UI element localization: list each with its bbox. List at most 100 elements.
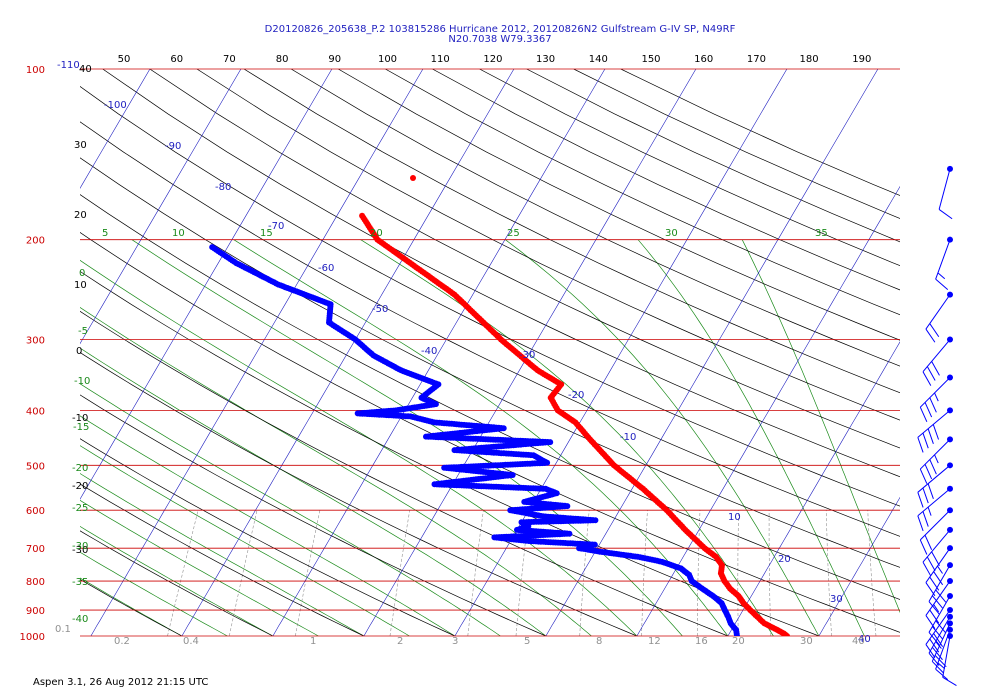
wind-barb-feather — [922, 432, 929, 449]
wind-barb — [928, 613, 953, 666]
dry-adiabat-label: 20 — [74, 210, 87, 221]
dry-adiabat-line — [80, 483, 365, 636]
wind-barb-feather — [931, 626, 943, 640]
isotherm-line — [910, 69, 1000, 636]
wind-barb — [938, 165, 953, 220]
dry-adiabat-line — [80, 121, 900, 537]
wind-barb-feather — [917, 515, 924, 532]
isotherm-label: -10 — [620, 432, 636, 443]
moist-adiabat-label: -5 — [78, 326, 88, 337]
top-axis-tick-label: 50 — [118, 54, 131, 65]
mixing-ratio-label: 0.1 — [55, 624, 71, 635]
wind-barb-feather — [925, 328, 936, 343]
wind-barb-feather — [935, 589, 947, 603]
wind-barb-feather — [925, 582, 936, 597]
mixing-ratio-label: 1 — [310, 636, 316, 647]
moist-adiabat-label: 25 — [507, 228, 520, 239]
wind-barb — [928, 562, 953, 615]
moist-adiabat-label: -25 — [72, 503, 88, 514]
wind-barb-feather — [935, 278, 949, 290]
moist-adiabat-label: -15 — [73, 422, 89, 433]
moist-adiabat-label: 30 — [665, 228, 678, 239]
wind-barb — [917, 407, 953, 453]
wind-barb-shaft — [917, 488, 951, 517]
wind-barb — [922, 336, 953, 386]
dry-adiabat-line — [80, 310, 729, 636]
dry-adiabat-line — [290, 69, 900, 367]
top-axis-tick-label: 170 — [747, 54, 766, 65]
wind-barb-feather — [938, 209, 953, 220]
moist-adiabat-line — [80, 525, 274, 636]
wind-barb-shaft — [928, 595, 951, 633]
dry-adiabat-line — [80, 530, 274, 636]
wind-barb-feather — [933, 571, 944, 586]
wind-barb-feather — [917, 492, 924, 508]
dry-adiabat-line — [385, 69, 900, 316]
mixing-ratio-label: 20 — [732, 636, 745, 647]
dry-adiabat-line — [80, 194, 900, 600]
wind-barb-shaft — [942, 635, 951, 678]
wind-barb-feather — [931, 361, 940, 376]
wind-barb-shaft — [919, 439, 951, 470]
wind-barb-feather — [924, 534, 933, 550]
isotherm-line — [636, 185, 900, 636]
dry-adiabat-line — [338, 69, 900, 341]
chart-title-line1: D20120826_205638_P.2 103815286 Hurricane… — [264, 24, 736, 35]
wind-barb — [931, 620, 953, 674]
mixing-ratio-label: 12 — [648, 636, 661, 647]
top-axis-tick-label: 160 — [694, 54, 713, 65]
moist-adiabat-label: 0 — [79, 268, 85, 279]
mixing-ratio-line — [867, 510, 877, 636]
isobar-label: 700 — [26, 544, 45, 555]
moist-adiabat-line — [360, 239, 774, 636]
mixing-ratio-line — [579, 510, 590, 636]
moist-adiabat-label: -20 — [72, 463, 88, 474]
dry-adiabat-line — [149, 69, 900, 449]
dry-adiabat-line — [243, 69, 900, 394]
moist-adiabat-label: -30 — [72, 541, 88, 552]
wind-barb — [925, 545, 953, 597]
wind-barb-feather — [934, 654, 947, 668]
mixing-ratio-label: 40 — [852, 636, 865, 647]
isobar-label: 400 — [26, 406, 45, 417]
wind-barb-feather — [931, 595, 943, 609]
wind-barb — [919, 436, 953, 484]
temperature-trace — [359, 175, 790, 636]
wind-barb-feather — [929, 609, 940, 624]
wind-barbs — [917, 165, 957, 686]
wind-barb-shaft — [919, 509, 951, 541]
wind-barb-feather — [922, 487, 929, 504]
isotherm-line — [181, 69, 515, 636]
wind-barb-feather — [931, 647, 943, 661]
wind-barb-shaft — [917, 464, 951, 493]
moist-adiabat-label: 10 — [172, 228, 185, 239]
wind-barb-feather — [929, 323, 940, 338]
top-axis-tick-label: 80 — [276, 54, 289, 65]
wind-barb-shaft — [935, 629, 951, 670]
footer-version-label: Aspen 3.1, 26 Aug 2012 21:15 UTC — [33, 677, 209, 688]
moist-adiabat-line — [80, 445, 410, 636]
isotherm-label: -60 — [318, 263, 334, 274]
wind-barb-shaft — [925, 547, 951, 583]
isobar-label: 1000 — [20, 632, 45, 643]
isotherm-line — [90, 69, 424, 636]
wind-barb-shaft — [938, 168, 951, 210]
wind-barb-feather — [927, 483, 934, 499]
dry-adiabat-label: -30 — [72, 545, 88, 556]
wind-barb-feather — [929, 459, 937, 475]
dry-adiabats — [80, 69, 900, 636]
moist-adiabat-label: -40 — [72, 614, 88, 625]
top-axis-tick-label: 110 — [431, 54, 450, 65]
wind-barb-feather — [926, 366, 936, 381]
dry-adiabat-line — [80, 394, 547, 636]
wind-barb — [925, 291, 953, 343]
wind-barb-shaft — [925, 294, 951, 330]
isotherm-label: -110 — [57, 60, 80, 71]
dry-adiabat-line — [80, 438, 456, 636]
top-axis-tick-label: 100 — [378, 54, 397, 65]
wind-barb-feather — [924, 402, 933, 418]
wind-barb-feather — [922, 511, 929, 527]
dry-adiabat-line — [80, 270, 820, 636]
isotherm-line — [80, 69, 242, 345]
moist-adiabat-label: 20 — [370, 228, 383, 239]
